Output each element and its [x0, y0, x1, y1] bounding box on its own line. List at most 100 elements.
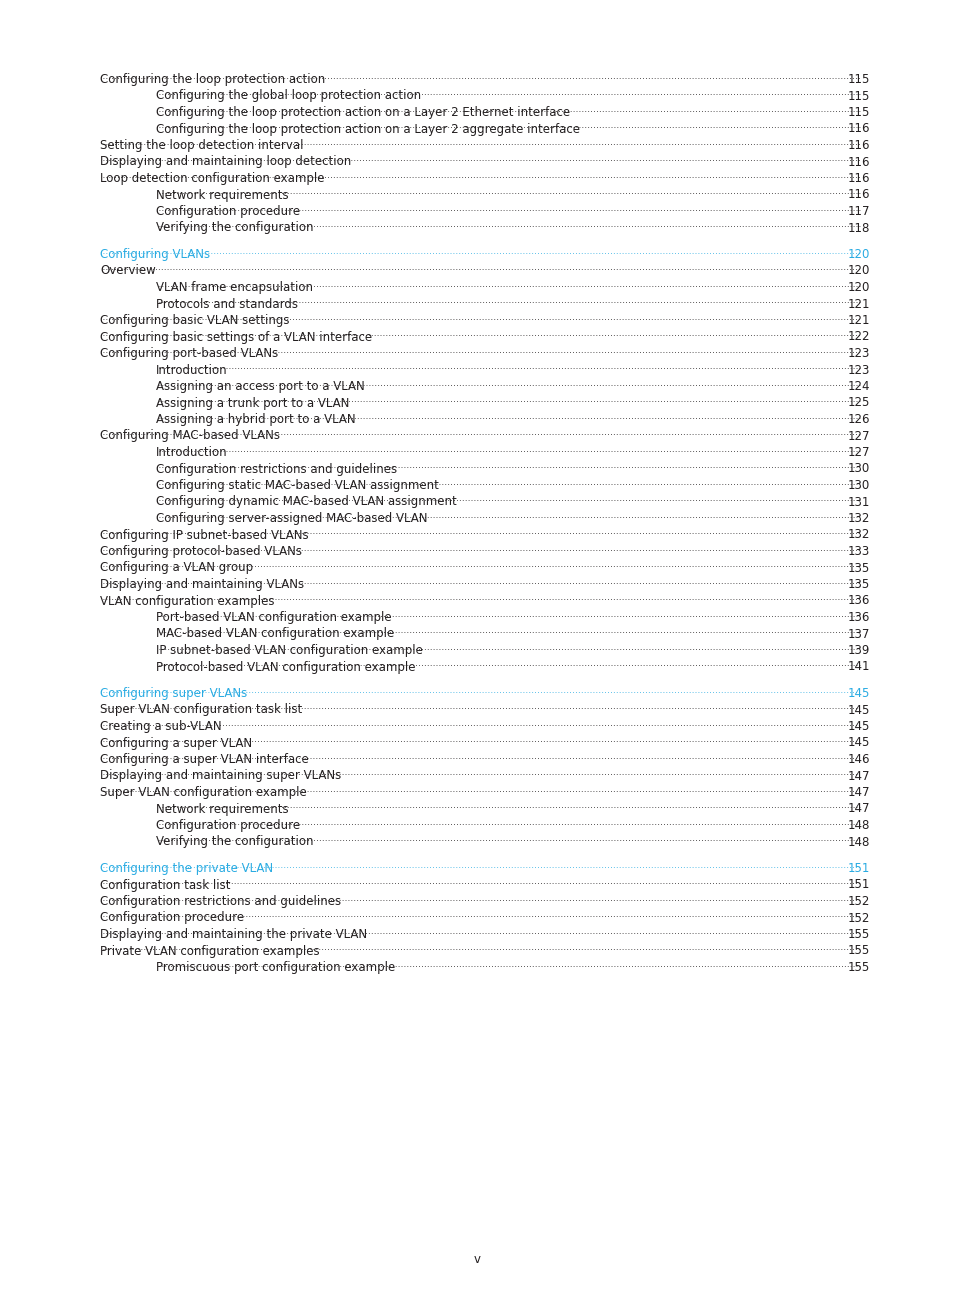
Text: Configuring VLANs: Configuring VLANs [100, 248, 210, 260]
Text: Setting the loop detection interval: Setting the loop detection interval [100, 139, 303, 152]
Text: 121: 121 [846, 298, 869, 311]
Text: Protocols and standards: Protocols and standards [156, 298, 297, 311]
Text: 124: 124 [846, 380, 869, 393]
Text: 145: 145 [846, 687, 869, 700]
Text: 155: 155 [847, 962, 869, 975]
Text: MAC-based VLAN configuration example: MAC-based VLAN configuration example [156, 627, 394, 640]
Text: 152: 152 [846, 911, 869, 924]
Text: 132: 132 [846, 512, 869, 525]
Text: Promiscuous port configuration example: Promiscuous port configuration example [156, 962, 395, 975]
Text: Assigning a hybrid port to a VLAN: Assigning a hybrid port to a VLAN [156, 413, 355, 426]
Text: Creating a sub-VLAN: Creating a sub-VLAN [100, 721, 221, 734]
Text: 116: 116 [846, 156, 869, 168]
Text: 116: 116 [846, 123, 869, 136]
Text: 136: 136 [846, 610, 869, 623]
Text: 121: 121 [846, 314, 869, 327]
Text: Displaying and maintaining super VLANs: Displaying and maintaining super VLANs [100, 770, 341, 783]
Text: Super VLAN configuration example: Super VLAN configuration example [100, 785, 307, 800]
Text: 139: 139 [846, 644, 869, 657]
Text: Verifying the configuration: Verifying the configuration [156, 836, 314, 849]
Text: 135: 135 [847, 578, 869, 591]
Text: v: v [473, 1253, 480, 1266]
Text: Private VLAN configuration examples: Private VLAN configuration examples [100, 945, 319, 958]
Text: Configuring the loop protection action: Configuring the loop protection action [100, 73, 325, 86]
Text: Assigning an access port to a VLAN: Assigning an access port to a VLAN [156, 380, 364, 393]
Text: Overview: Overview [100, 264, 155, 277]
Text: 127: 127 [846, 429, 869, 442]
Text: Configuring super VLANs: Configuring super VLANs [100, 687, 247, 700]
Text: 146: 146 [846, 753, 869, 766]
Text: 130: 130 [847, 463, 869, 476]
Text: 123: 123 [846, 347, 869, 360]
Text: 127: 127 [846, 446, 869, 459]
Text: 145: 145 [846, 704, 869, 717]
Text: 118: 118 [846, 222, 869, 235]
Text: Configuration procedure: Configuration procedure [156, 205, 300, 218]
Text: Configuring the private VLAN: Configuring the private VLAN [100, 862, 273, 875]
Text: Configuration restrictions and guidelines: Configuration restrictions and guideline… [156, 463, 396, 476]
Text: 145: 145 [846, 721, 869, 734]
Text: 137: 137 [846, 627, 869, 640]
Text: 151: 151 [846, 862, 869, 875]
Text: 155: 155 [847, 945, 869, 958]
Text: 115: 115 [846, 89, 869, 102]
Text: Configuring IP subnet-based VLANs: Configuring IP subnet-based VLANs [100, 529, 309, 542]
Text: Configuring dynamic MAC-based VLAN assignment: Configuring dynamic MAC-based VLAN assig… [156, 495, 456, 508]
Text: 148: 148 [846, 819, 869, 832]
Text: 116: 116 [846, 188, 869, 201]
Text: 147: 147 [846, 770, 869, 783]
Text: Configuring static MAC-based VLAN assignment: Configuring static MAC-based VLAN assign… [156, 480, 438, 492]
Text: Verifying the configuration: Verifying the configuration [156, 222, 314, 235]
Text: Configuration procedure: Configuration procedure [156, 819, 300, 832]
Text: Introduction: Introduction [156, 446, 228, 459]
Text: 132: 132 [846, 529, 869, 542]
Text: Loop detection configuration example: Loop detection configuration example [100, 172, 324, 185]
Text: 126: 126 [846, 413, 869, 426]
Text: Displaying and maintaining the private VLAN: Displaying and maintaining the private V… [100, 928, 367, 941]
Text: Configuration restrictions and guidelines: Configuration restrictions and guideline… [100, 896, 341, 908]
Text: Configuring MAC-based VLANs: Configuring MAC-based VLANs [100, 429, 280, 442]
Text: Configuring the global loop protection action: Configuring the global loop protection a… [156, 89, 420, 102]
Text: VLAN frame encapsulation: VLAN frame encapsulation [156, 281, 313, 294]
Text: Configuring the loop protection action on a Layer 2 Ethernet interface: Configuring the loop protection action o… [156, 106, 570, 119]
Text: 116: 116 [846, 139, 869, 152]
Text: 125: 125 [846, 397, 869, 410]
Text: Network requirements: Network requirements [156, 802, 289, 815]
Text: Protocol-based VLAN configuration example: Protocol-based VLAN configuration exampl… [156, 661, 416, 674]
Text: 135: 135 [847, 561, 869, 574]
Text: 141: 141 [846, 661, 869, 674]
Text: 145: 145 [846, 736, 869, 749]
Text: 133: 133 [847, 546, 869, 559]
Text: 148: 148 [846, 836, 869, 849]
Text: Configuration procedure: Configuration procedure [100, 911, 244, 924]
Text: 122: 122 [846, 330, 869, 343]
Text: 131: 131 [846, 495, 869, 508]
Text: Configuring protocol-based VLANs: Configuring protocol-based VLANs [100, 546, 302, 559]
Text: 120: 120 [846, 248, 869, 260]
Text: VLAN configuration examples: VLAN configuration examples [100, 595, 274, 608]
Text: 152: 152 [846, 896, 869, 908]
Text: Configuring basic settings of a VLAN interface: Configuring basic settings of a VLAN int… [100, 330, 372, 343]
Text: 115: 115 [846, 106, 869, 119]
Text: Displaying and maintaining loop detection: Displaying and maintaining loop detectio… [100, 156, 351, 168]
Text: 130: 130 [847, 480, 869, 492]
Text: IP subnet-based VLAN configuration example: IP subnet-based VLAN configuration examp… [156, 644, 422, 657]
Text: Configuring basic VLAN settings: Configuring basic VLAN settings [100, 314, 289, 327]
Text: Configuring a super VLAN interface: Configuring a super VLAN interface [100, 753, 309, 766]
Text: Configuring a VLAN group: Configuring a VLAN group [100, 561, 253, 574]
Text: 136: 136 [846, 595, 869, 608]
Text: 155: 155 [847, 928, 869, 941]
Text: 147: 147 [846, 785, 869, 800]
Text: Super VLAN configuration task list: Super VLAN configuration task list [100, 704, 302, 717]
Text: Displaying and maintaining VLANs: Displaying and maintaining VLANs [100, 578, 304, 591]
Text: 123: 123 [846, 363, 869, 377]
Text: 151: 151 [846, 879, 869, 892]
Text: Network requirements: Network requirements [156, 188, 289, 201]
Text: 147: 147 [846, 802, 869, 815]
Text: Configuring server-assigned MAC-based VLAN: Configuring server-assigned MAC-based VL… [156, 512, 427, 525]
Text: Configuring the loop protection action on a Layer 2 aggregate interface: Configuring the loop protection action o… [156, 123, 579, 136]
Text: 117: 117 [846, 205, 869, 218]
Text: 120: 120 [846, 281, 869, 294]
Text: Configuration task list: Configuration task list [100, 879, 231, 892]
Text: Port-based VLAN configuration example: Port-based VLAN configuration example [156, 610, 392, 623]
